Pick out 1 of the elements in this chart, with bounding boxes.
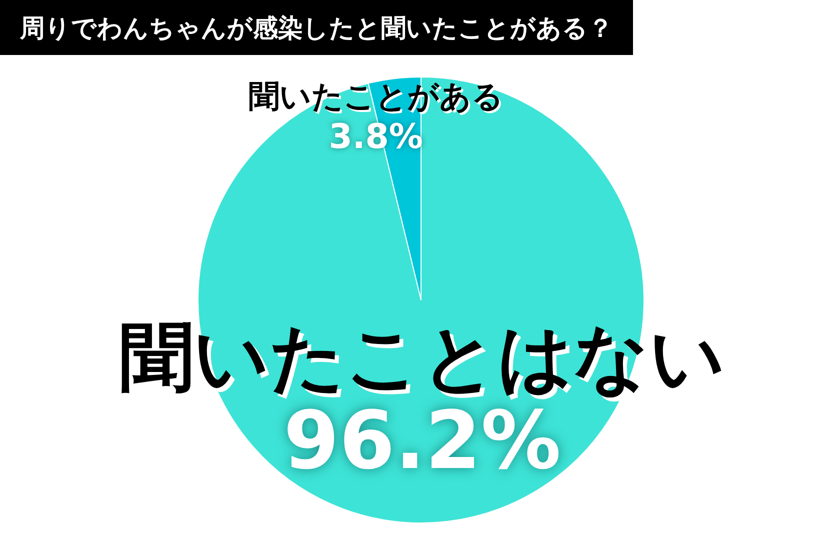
chart-title: 周りでわんちゃんが感染したと聞いたことがある？ — [19, 14, 613, 42]
